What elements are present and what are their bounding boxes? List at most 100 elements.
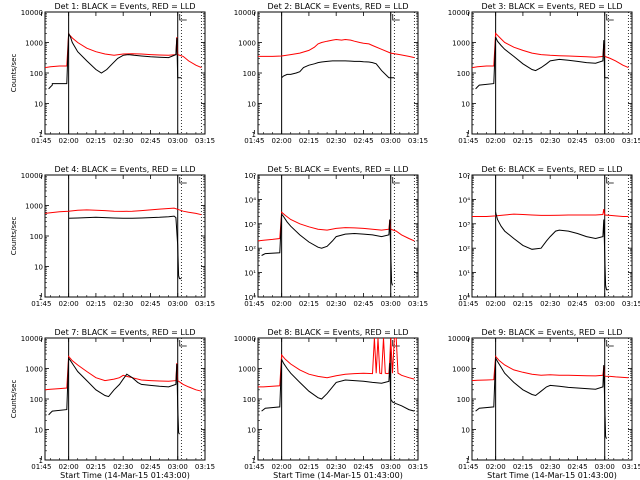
panel-title: Det 8: BLACK = Events, RED = LLD	[268, 328, 409, 337]
x-tick-label: 02:15	[513, 300, 533, 308]
x-tick-label: 02:15	[299, 137, 319, 145]
y-tick-label: 1000	[25, 40, 43, 48]
y-tick-label: 10²	[244, 245, 256, 253]
y-axis-label: Counts/sec	[10, 217, 18, 256]
series-line-events	[261, 359, 415, 412]
x-tick-label: 02:15	[86, 137, 106, 145]
x-tick-label: 03:15	[622, 300, 640, 308]
y-tick-label: 100	[30, 233, 43, 241]
plot-frame	[471, 174, 633, 298]
series-line-events	[475, 356, 607, 439]
y-tick-label: 1	[39, 131, 43, 139]
y-tick-label: 10⁴	[244, 196, 256, 204]
x-tick-label: 03:00	[381, 137, 401, 145]
x-tick-label: 02:00	[272, 463, 292, 471]
panel-title: Det 2: BLACK = Events, RED = LLD	[268, 2, 409, 11]
x-tick-label: 03:00	[381, 300, 401, 308]
x-tick-label: 02:30	[540, 300, 560, 308]
y-tick-label: 10000	[21, 9, 43, 17]
y-tick-label: 1000	[238, 40, 256, 48]
y-tick-label: 10⁵	[244, 172, 256, 180]
x-tick-label: 02:00	[486, 463, 506, 471]
y-tick-label: 100	[457, 70, 470, 78]
y-tick-label: 1	[466, 457, 470, 465]
x-tick-label: 03:15	[622, 463, 640, 471]
x-tick-label: 02:45	[140, 463, 160, 471]
x-tick-label: 02:00	[59, 137, 79, 145]
y-tick-label: 1	[252, 131, 256, 139]
interval-bracket	[179, 177, 187, 184]
interval-bracket	[606, 340, 614, 347]
y-tick-label: 10	[461, 101, 470, 109]
y-tick-label: 1000	[452, 40, 470, 48]
series-line-lld	[45, 207, 202, 216]
y-tick-label: 10²	[458, 245, 470, 253]
y-tick-label: 100	[243, 396, 256, 404]
x-tick-label: 02:00	[486, 137, 506, 145]
interval-bracket	[179, 14, 187, 21]
panel-det-7: Det 7: BLACK = Events, RED = LLD 1 10 100 10…	[10, 328, 215, 480]
y-axis-label: Counts/sec	[10, 380, 18, 419]
series-line-events	[261, 212, 393, 286]
interval-bracket	[392, 177, 400, 184]
x-tick-label: 03:00	[381, 463, 401, 471]
y-tick-label: 10	[461, 427, 470, 435]
x-tick-label: 03:00	[168, 137, 188, 145]
panel-det-1: Det 1: BLACK = Events, RED = LLD 1 10 100 10…	[10, 2, 215, 145]
x-tick-label: 01:45	[244, 463, 264, 471]
series-line-events	[68, 215, 182, 280]
x-tick-label: 02:45	[140, 300, 160, 308]
y-tick-label: 10000	[448, 9, 470, 17]
x-tick-label: 01:45	[31, 137, 51, 145]
x-tick-label: 02:15	[86, 463, 106, 471]
series-line-events	[48, 33, 182, 90]
x-tick-label: 02:30	[113, 463, 133, 471]
panel-det-2: Det 2: BLACK = Events, RED = LLD 1 10 100 10…	[234, 2, 428, 145]
x-tick-label: 01:45	[244, 300, 264, 308]
x-tick-label: 03:15	[408, 137, 428, 145]
x-tick-label: 01:45	[31, 463, 51, 471]
panel-det-8: Det 8: BLACK = Events, RED = LLD 1 10 100 10…	[234, 328, 428, 480]
x-tick-label: 03:15	[195, 300, 215, 308]
x-tick-label: 03:00	[595, 300, 615, 308]
series-line-events	[281, 60, 395, 79]
x-tick-label: 02:15	[513, 463, 533, 471]
x-tick-label: 02:15	[299, 300, 319, 308]
x-tick-label: 02:15	[86, 300, 106, 308]
panel-title: Det 7: BLACK = Events, RED = LLD	[55, 328, 196, 337]
x-tick-label: 02:45	[353, 137, 373, 145]
x-tick-label: 03:00	[595, 463, 615, 471]
x-tick-label: 03:00	[168, 300, 188, 308]
x-axis-label: Start Time (14-Mar-15 01:43:00)	[273, 471, 403, 480]
y-tick-label: 1	[39, 294, 43, 302]
y-tick-label: 10⁰	[458, 294, 470, 302]
y-tick-label: 1000	[25, 366, 43, 374]
panel-title: Det 1: BLACK = Events, RED = LLD	[55, 2, 196, 11]
x-tick-label: 02:00	[272, 300, 292, 308]
x-tick-label: 02:30	[113, 137, 133, 145]
interval-bracket	[392, 340, 400, 347]
y-tick-label: 10	[247, 101, 256, 109]
x-tick-label: 02:30	[326, 300, 346, 308]
interval-bracket	[179, 340, 187, 347]
x-tick-label: 03:00	[595, 137, 615, 145]
x-tick-label: 02:00	[59, 300, 79, 308]
x-tick-label: 02:30	[540, 137, 560, 145]
x-tick-label: 02:45	[353, 300, 373, 308]
y-tick-label: 100	[30, 396, 43, 404]
series-line-lld	[258, 38, 415, 59]
y-tick-label: 10¹	[244, 270, 256, 278]
panel-title: Det 3: BLACK = Events, RED = LLD	[482, 2, 623, 11]
interval-bracket	[392, 14, 400, 21]
x-tick-label: 01:45	[244, 137, 264, 145]
panel-det-5: Det 5: BLACK = Events, RED = LLD 10⁰ 10¹ 10…	[244, 165, 428, 308]
y-tick-label: 100	[457, 396, 470, 404]
panel-title: Det 5: BLACK = Events, RED = LLD	[268, 165, 409, 174]
interval-bracket	[606, 177, 614, 184]
y-tick-label: 10	[247, 427, 256, 435]
panel-title: Det 4: BLACK = Events, RED = LLD	[55, 165, 196, 174]
panel-det-4: Det 4: BLACK = Events, RED = LLD 1 10 100 10…	[10, 165, 215, 308]
x-tick-label: 03:15	[408, 463, 428, 471]
panel-det-6: Det 6: BLACK = Events, RED = LLD 10⁰ 10¹ 10…	[458, 165, 640, 308]
y-tick-label: 1000	[238, 366, 256, 374]
